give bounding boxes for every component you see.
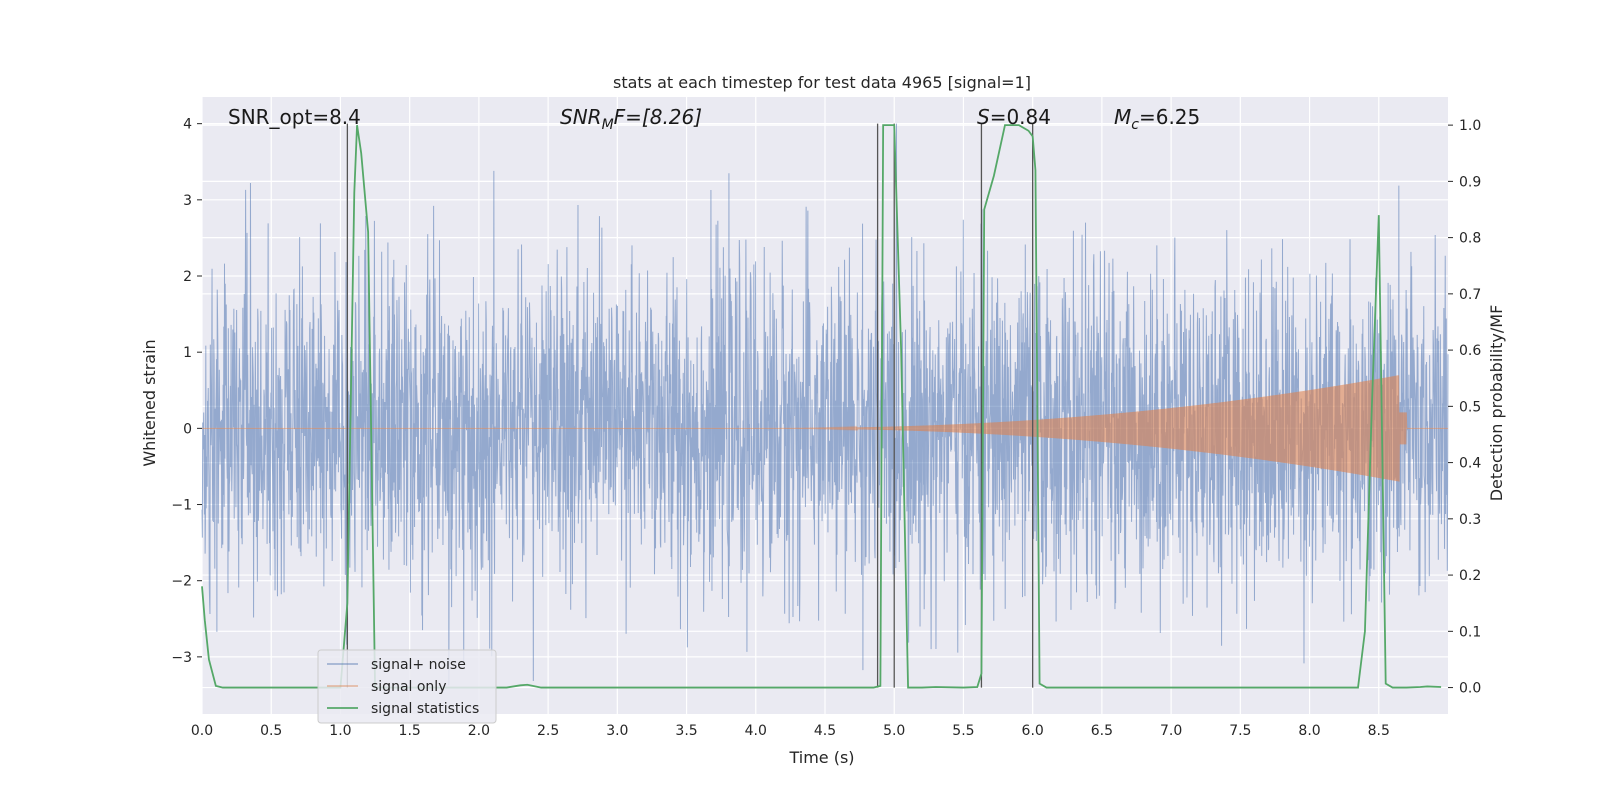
- y-left-tick-label: 4: [183, 117, 192, 133]
- y-right-tick-label: 0.9: [1459, 174, 1481, 190]
- y-axis-right-label: Detection probability/MF: [1487, 305, 1506, 502]
- x-tick-label: 5.5: [952, 723, 974, 739]
- y-axis-left-label: Whitened strain: [140, 339, 159, 466]
- x-tick-label: 0.0: [191, 723, 213, 739]
- y-right-tick-label: 0.5: [1459, 399, 1481, 415]
- legend-box: [317, 649, 497, 724]
- legend-label-signal-noise: signal+ noise: [371, 657, 466, 673]
- annotation-snr-mf-value: F=[8.26]: [614, 105, 702, 129]
- y-right-tick-label: 0.6: [1459, 343, 1481, 359]
- legend-label-signal-statistics: signal statistics: [371, 701, 479, 717]
- x-tick-label: 1.0: [329, 723, 351, 739]
- series-signal-noise: [201, 123, 1449, 686]
- y-right-tick-label: 0.1: [1459, 624, 1481, 640]
- annotation-snr-mf-symbol: SNR: [560, 105, 602, 129]
- legend-label-signal-only: signal only: [371, 679, 446, 695]
- x-tick-label: 4.5: [814, 723, 836, 739]
- chart-title: stats at each timestep for test data 496…: [613, 73, 1031, 92]
- y-left-tick-label: 2: [183, 269, 192, 285]
- x-tick-label: 0.5: [260, 723, 282, 739]
- y-left-tick-label: 1: [183, 345, 192, 361]
- x-tick-label: 4.0: [745, 723, 767, 739]
- y-right-tick-label: 0.4: [1459, 456, 1481, 472]
- x-tick-label: 3.0: [606, 723, 628, 739]
- y-right-tick-label: 0.3: [1459, 512, 1481, 528]
- x-axis-label: Time (s): [788, 748, 854, 767]
- x-tick-label: 6.0: [1022, 723, 1044, 739]
- y-left-tick-label: −3: [171, 650, 192, 666]
- x-tick-label: 2.5: [537, 723, 559, 739]
- annotation-snr-mf-subscript: M: [602, 117, 614, 133]
- x-tick-label: 2.0: [468, 723, 490, 739]
- x-tick-label: 1.5: [399, 723, 421, 739]
- legend: signal+ noise signal only signal statist…: [317, 649, 497, 724]
- annotation-snr-mf: SNRMF=[8.26]: [560, 105, 702, 133]
- annotation-s-symbol: S: [977, 105, 990, 129]
- y-left-tick-label: −2: [171, 574, 192, 590]
- x-tick-label: 5.0: [883, 723, 905, 739]
- y-left-tick-label: 0: [183, 421, 192, 437]
- y-right-tick-label: 0.7: [1459, 287, 1481, 303]
- series-signal-statistics: [201, 124, 1442, 689]
- series-signal-only: [202, 375, 1448, 482]
- annotation-mc-symbol: M: [1114, 105, 1131, 129]
- y-right-tick-label: 0.2: [1459, 568, 1481, 584]
- y-right-tick-label: 0.8: [1459, 231, 1481, 247]
- annotation-s-value: =0.84: [990, 105, 1051, 129]
- y-left-tick-label: −1: [171, 498, 192, 514]
- x-tick-label: 8.5: [1368, 723, 1390, 739]
- y-right-tick-label: 1.0: [1459, 118, 1481, 134]
- x-tick-label: 8.0: [1298, 723, 1320, 739]
- y-right-tick-label: 0.0: [1459, 681, 1481, 697]
- annotation-mc: Mc=6.25: [1114, 105, 1200, 133]
- x-tick-label: 7.0: [1160, 723, 1182, 739]
- annotation-snr-opt: SNR_opt=8.4: [228, 105, 361, 129]
- x-tick-label: 3.5: [675, 723, 697, 739]
- annotation-mc-value: =6.25: [1139, 105, 1200, 129]
- y-left-tick-label: 3: [183, 193, 192, 209]
- x-tick-label: 7.5: [1229, 723, 1251, 739]
- x-tick-label: 6.5: [1091, 723, 1113, 739]
- annotation-mc-subscript: c: [1131, 117, 1139, 133]
- annotation-s: S=0.84: [977, 105, 1051, 129]
